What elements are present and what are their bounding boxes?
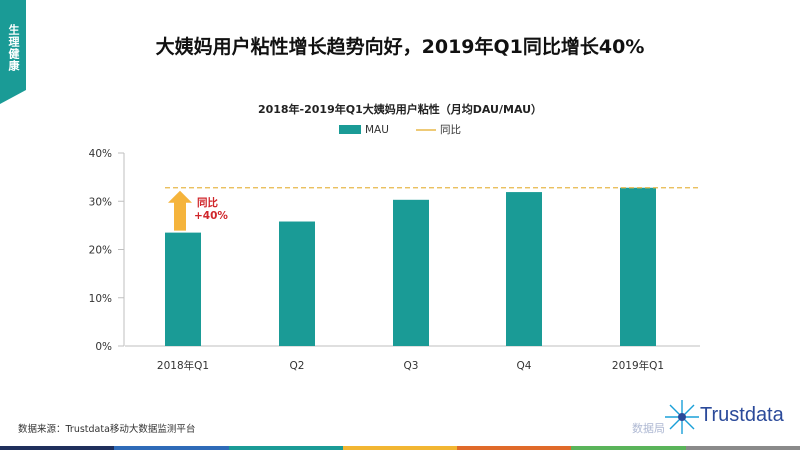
page-headline: 大姨妈用户粘性增长趋势向好，2019年Q1同比增长40% [155,36,645,58]
trustdata-logo-text: Trustdata [700,404,784,426]
x-tick-label: Q2 [290,360,305,372]
y-tick-label: 20% [89,245,112,257]
y-axis: 0% 10% 20% 30% 40% [89,148,125,353]
x-tick-label: 2019年Q1 [612,359,664,372]
bar-series [165,187,656,346]
annotation-label: 同比 [197,196,218,209]
footer-color-segment [114,446,229,450]
x-tick-label: Q3 [404,360,419,372]
up-arrow-icon [168,190,192,231]
y-tick-label: 10% [89,293,112,305]
x-axis-labels: 2018年Q1 Q2 Q3 Q4 2019年Q1 [157,359,664,372]
chart-title: 2018年-2019年Q1大姨妈用户粘性（月均DAU/MAU） [258,102,542,116]
bar-1 [165,232,201,346]
bar-5 [620,187,656,346]
footer-color-segment [342,446,458,450]
y-tick-label: 0% [95,341,112,353]
y-tick-label: 30% [89,196,112,208]
footer-color-segment [571,446,686,450]
bar-3 [393,199,429,346]
category-tab-label: 生理健康 [7,24,20,72]
annotation-value: +40% [194,210,228,222]
bar-2 [279,221,315,346]
footer-color-bar [0,446,800,450]
data-source-note: 数据来源：Trustdata移动大数据监测平台 [18,424,196,435]
legend-yoy-label: 同比 [440,123,461,136]
bar-4 [506,192,542,346]
footer-color-segment [0,446,115,450]
footer-color-segment [228,446,343,450]
footer-color-segment [685,446,800,450]
x-tick-label: Q4 [517,360,532,372]
legend-mau-swatch [339,125,361,134]
legend-mau-label: MAU [365,124,389,136]
watermark-text: 数据局 [632,422,665,435]
y-tick-label: 40% [89,148,112,160]
yoy-annotation: 同比+40% [168,190,228,231]
category-tab: 生理健康 [0,0,26,90]
footer-color-segment [457,446,572,450]
trustdata-logo-icon [665,400,699,434]
category-tab-notch [0,90,26,104]
x-tick-label: 2018年Q1 [157,359,209,372]
